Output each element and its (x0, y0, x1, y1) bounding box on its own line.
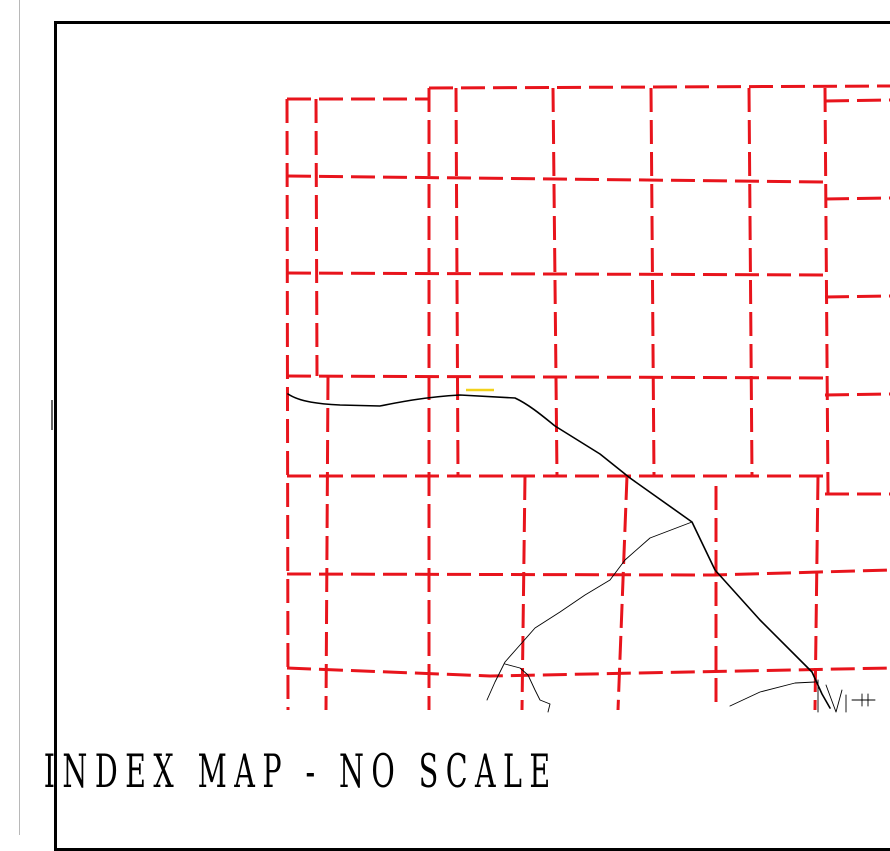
map-title: INDEX MAP - NO SCALE (43, 744, 558, 798)
sheet-left-edge-rule (19, 0, 20, 835)
branch-road-west (486, 521, 693, 701)
grid-line-h5 (287, 474, 890, 496)
main-road (287, 393, 831, 709)
branch-road-south (729, 681, 816, 707)
grid-line-h3 (286, 271, 890, 299)
grid-line-v1 (285, 98, 290, 711)
grid-line-v8 (813, 87, 830, 711)
grid-line-v7 (714, 87, 754, 710)
grid-line-h7 (286, 666, 890, 678)
grid-line-v2 (314, 98, 330, 711)
sheet-left-tick (51, 400, 53, 430)
junction-detail (817, 679, 876, 713)
grid-line-h1 (287, 84, 890, 103)
grid-line-v6 (616, 87, 656, 711)
grid-line-h4 (286, 374, 890, 397)
grid-line-h6 (286, 568, 890, 577)
grid-line-v5 (520, 87, 559, 711)
creek-spur (504, 663, 551, 713)
section-grid (285, 84, 890, 711)
grid-line-v4 (454, 87, 460, 477)
grid-line-h2 (286, 174, 890, 201)
road-network (287, 393, 876, 713)
